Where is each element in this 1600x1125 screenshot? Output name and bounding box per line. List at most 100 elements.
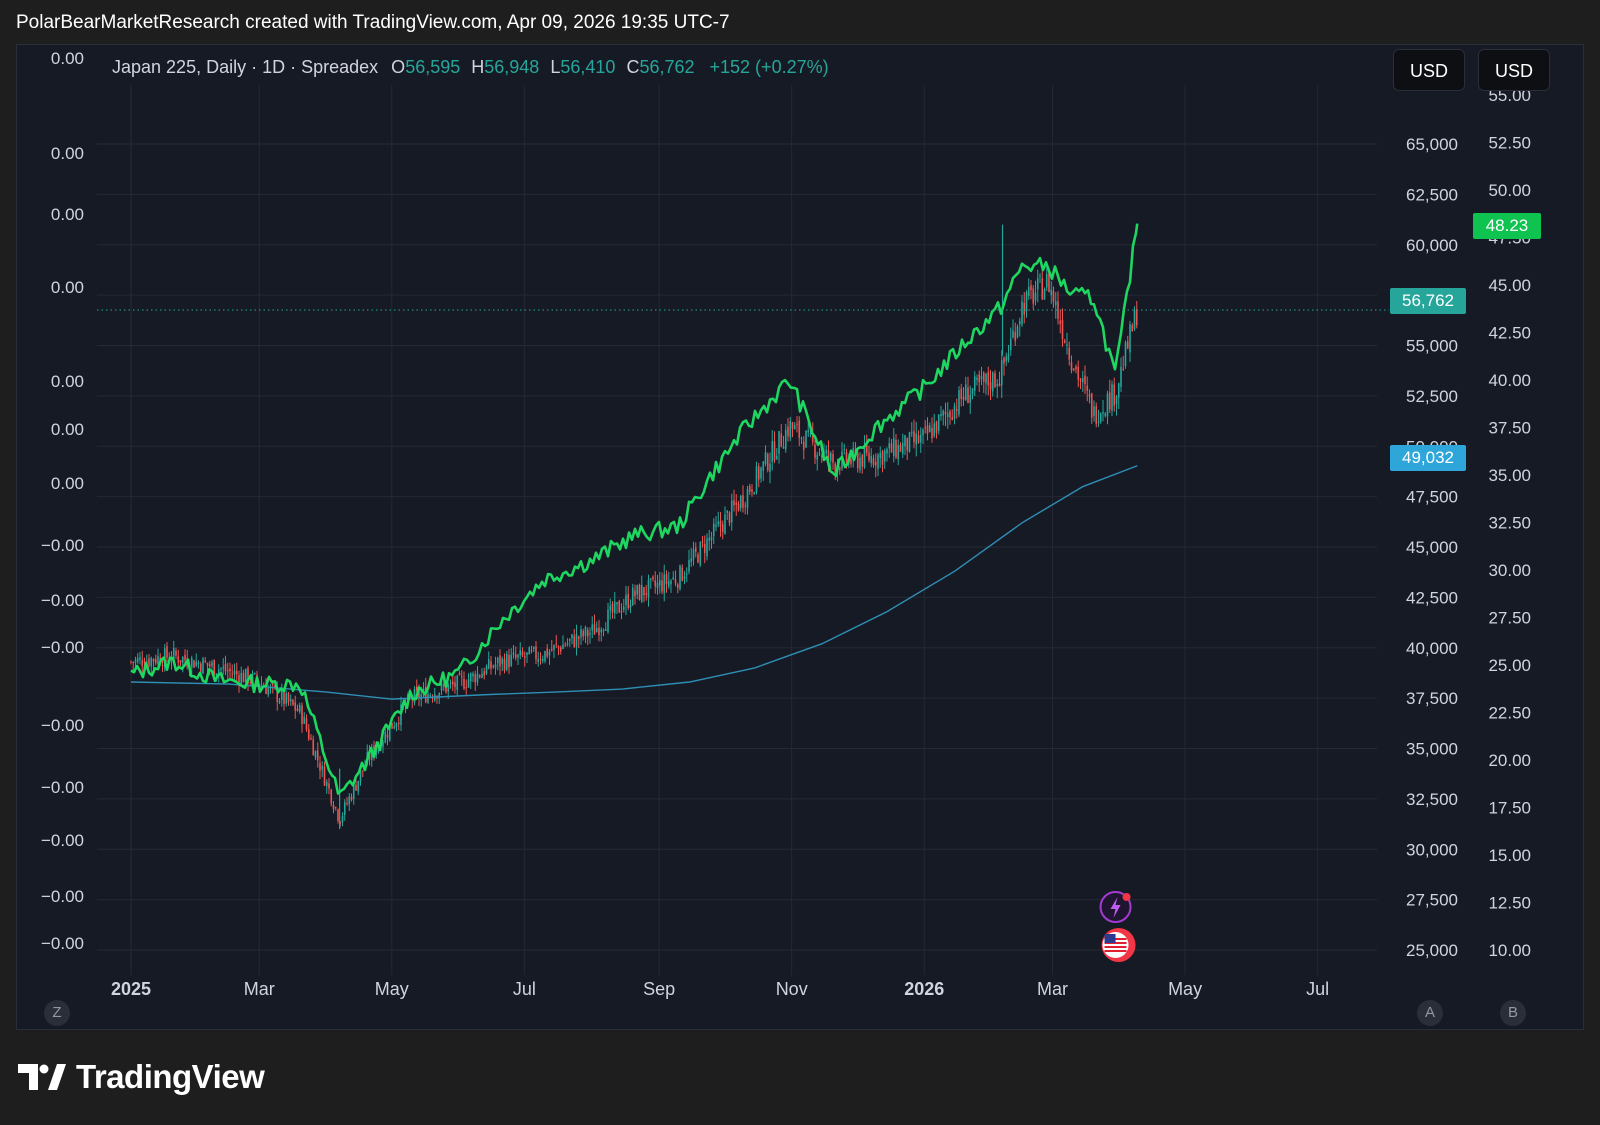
candle-body	[474, 674, 477, 683]
candle	[859, 452, 861, 474]
candle	[661, 572, 663, 595]
candle-body	[359, 770, 362, 782]
second-axis-tick-label: 35.00	[1488, 466, 1531, 485]
candle-body	[181, 656, 184, 663]
candle	[1108, 379, 1111, 413]
candle	[1111, 380, 1113, 417]
second-axis-tick-label: 15.00	[1488, 846, 1531, 865]
left-axis-tick-label: 0.00	[51, 49, 84, 68]
candle	[753, 491, 756, 495]
candle-body	[1050, 289, 1053, 296]
candle	[600, 627, 603, 642]
candle	[872, 454, 875, 468]
left-axis-tick-label: −0.00	[41, 716, 84, 735]
candle-body	[150, 657, 153, 667]
candle-body	[271, 683, 274, 685]
candle	[967, 376, 969, 404]
candle-body	[559, 647, 562, 652]
timezone-button[interactable]: Z	[44, 1000, 70, 1026]
chart-canvas[interactable]: 65,00062,50060,00057,50055,00052,50050,0…	[17, 45, 1584, 1030]
candle	[1059, 309, 1062, 334]
candle-body	[787, 426, 789, 437]
candle	[787, 418, 789, 442]
auto-scale-button-b[interactable]: B	[1500, 1000, 1526, 1026]
candle-body	[1014, 332, 1017, 341]
candle-body	[697, 554, 699, 563]
candle	[141, 650, 144, 676]
candle-body	[580, 629, 582, 638]
chart-panel[interactable]: 65,00062,50060,00057,50055,00052,50050,0…	[16, 44, 1584, 1030]
candle	[298, 702, 301, 714]
candle-body	[800, 437, 803, 439]
candle-body	[1063, 340, 1066, 343]
candle	[746, 485, 749, 515]
candle	[908, 431, 911, 453]
low-label: L	[550, 57, 561, 77]
candle-body	[447, 684, 450, 692]
candle	[881, 449, 884, 473]
candle-body	[937, 414, 940, 431]
candle	[474, 670, 477, 691]
candle-body	[215, 673, 218, 677]
candle-body	[247, 667, 249, 685]
candle-body	[987, 372, 990, 386]
candle	[566, 638, 569, 647]
candle	[602, 628, 605, 637]
candle-body	[859, 457, 861, 470]
candle-body	[132, 662, 135, 664]
candle-body	[960, 388, 963, 400]
candle-body	[348, 796, 351, 805]
candle	[591, 616, 594, 639]
candle-body	[242, 672, 245, 683]
candle	[397, 716, 400, 731]
candle-body	[427, 693, 429, 703]
candle	[532, 646, 535, 653]
candle-body	[717, 521, 720, 525]
candle	[897, 439, 900, 466]
candle-body	[195, 661, 198, 666]
candle	[1104, 412, 1107, 418]
candle	[715, 516, 717, 532]
candle	[564, 642, 567, 647]
candle	[888, 437, 891, 458]
candle-body	[451, 681, 454, 685]
candle-body	[346, 803, 348, 805]
right-axis-tick-label: 27,500	[1406, 891, 1458, 910]
candle	[832, 449, 834, 470]
event-markers-group	[1099, 891, 1136, 962]
candle	[1129, 320, 1131, 362]
candle-body	[505, 653, 508, 670]
candle	[906, 437, 909, 461]
candle	[179, 660, 182, 666]
currency-button-1[interactable]: USD	[1393, 49, 1465, 91]
candle-body	[631, 587, 634, 606]
candle	[863, 435, 866, 469]
candle-body	[611, 603, 614, 613]
candle-body	[589, 632, 591, 635]
candle-body	[352, 784, 355, 799]
symbol-title[interactable]: Japan 225, Daily · 1D · Spreadex	[112, 57, 379, 77]
candle	[703, 535, 706, 564]
candle-body	[289, 699, 292, 702]
tradingview-logo[interactable]: TradingView	[18, 1058, 265, 1096]
candle-body	[267, 687, 270, 696]
candle	[1068, 341, 1071, 366]
currency-button-2[interactable]: USD	[1478, 49, 1550, 91]
candle-body	[1084, 375, 1086, 385]
candle	[1063, 338, 1066, 344]
candle	[1005, 352, 1008, 367]
candle-body	[793, 425, 796, 430]
candle-body	[1122, 368, 1125, 370]
candle	[433, 687, 436, 703]
candle-body	[539, 658, 542, 660]
candle-body	[584, 627, 587, 636]
auto-scale-button[interactable]: A	[1417, 1000, 1443, 1026]
candle-body	[663, 574, 666, 594]
candle	[321, 761, 324, 778]
candle	[1000, 350, 1003, 398]
candle-body	[1021, 301, 1023, 325]
candle-body	[211, 662, 213, 666]
candle	[1070, 355, 1073, 374]
candle	[969, 385, 972, 414]
candle	[559, 645, 562, 655]
